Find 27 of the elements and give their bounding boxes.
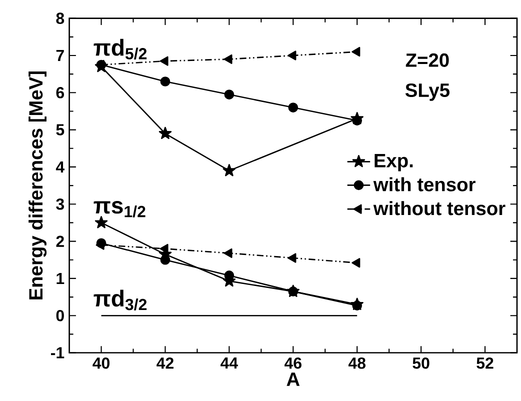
x-tick-label: 44 xyxy=(220,358,238,369)
x-tick-label: 46 xyxy=(284,358,302,369)
x-axis-title: A xyxy=(286,372,300,386)
x-tick-label: 50 xyxy=(412,358,430,369)
y-axis-title: Energy differences [MeV] xyxy=(28,72,47,300)
legend-label: with tensor xyxy=(373,177,476,192)
annotation: Z=20 xyxy=(406,54,449,68)
y-tick-label: 1 xyxy=(56,273,64,284)
legend-label: without tensor xyxy=(373,201,506,216)
annotation: πd$_{5/2}$ xyxy=(94,38,147,60)
y-tick-label: 5 xyxy=(56,124,64,136)
x-tick-label: 42 xyxy=(156,358,174,369)
annotation: πd$_{3/2}$ xyxy=(94,290,147,310)
y-tick-label: 6 xyxy=(56,87,64,98)
y-tick-label: 2 xyxy=(56,236,64,247)
x-tick-label: 48 xyxy=(348,358,366,369)
y-tick-label: 8 xyxy=(56,12,64,24)
x-tick-label: 52 xyxy=(476,358,494,369)
x-tick-label: 40 xyxy=(92,358,110,369)
y-tick-label: 4 xyxy=(56,162,64,173)
legend-label: Exp. xyxy=(374,154,413,172)
y-tick-label: 3 xyxy=(56,198,64,210)
y-tick-label: 0 xyxy=(56,310,64,322)
annotation: πs$_{1/2}$ xyxy=(94,201,146,218)
y-tick-label: -1 xyxy=(50,347,64,358)
annotation: SLy5 xyxy=(405,84,450,101)
y-tick-label: 7 xyxy=(56,50,64,62)
